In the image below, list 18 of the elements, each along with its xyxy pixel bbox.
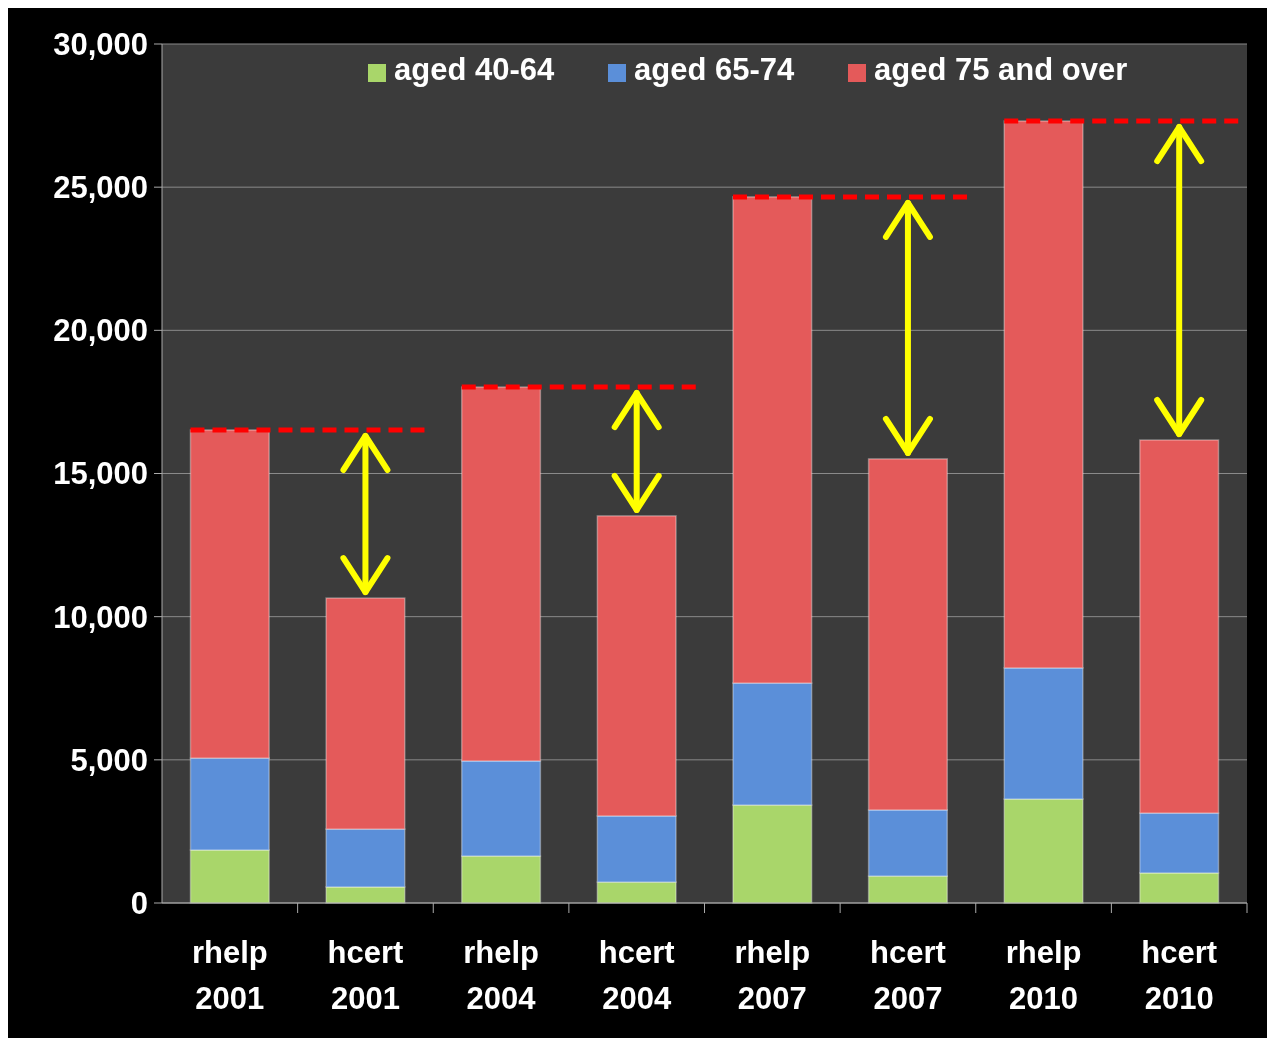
- x-tick-label: hcert 2007: [870, 935, 946, 1016]
- y-tick-label: 10,000: [53, 599, 148, 635]
- legend-label: aged 40-64: [394, 52, 556, 87]
- x-tick-label: rhelp 2007: [734, 935, 811, 1016]
- x-tick-label: hcert 2004: [598, 935, 675, 1016]
- y-tick-label: 20,000: [53, 313, 148, 349]
- x-tick-label: rhelp 2004: [463, 935, 539, 1016]
- y-tick-label: 25,000: [53, 170, 148, 206]
- x-tick-label: rhelp 2010: [1005, 935, 1082, 1016]
- x-tick-label: hcert 2010: [1141, 935, 1218, 1016]
- y-tick-label: 30,000: [53, 26, 148, 62]
- y-tick-label: 5,000: [70, 742, 148, 778]
- x-tick-label: rhelp 2001: [191, 935, 268, 1016]
- legend-label: aged 75 and over: [874, 52, 1128, 87]
- x-tick-label: hcert 2001: [327, 935, 404, 1016]
- y-tick-label: 0: [130, 885, 148, 921]
- y-tick-label: 15,000: [53, 456, 148, 492]
- legend-label: aged 65-74: [634, 52, 796, 87]
